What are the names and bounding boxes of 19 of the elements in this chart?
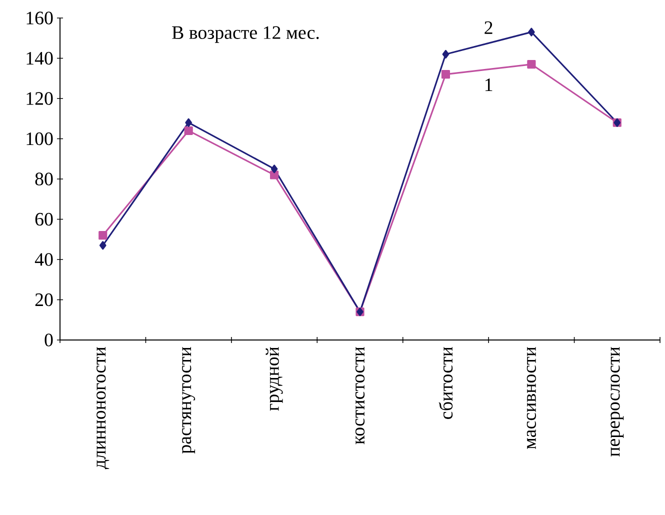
y-tick-label: 60 (35, 212, 53, 226)
chart-title: В возрасте 12 мес. (172, 26, 319, 43)
x-tick-label: массивности (526, 346, 536, 450)
y-tick-label: 0 (44, 334, 53, 346)
x-tick-label: грудной (266, 346, 283, 411)
y-tick-label: 80 (35, 172, 53, 186)
y-tick-label: 100 (26, 132, 53, 146)
x-tick-label: растянутости (182, 346, 196, 454)
x-tick-label: сбитости (438, 346, 453, 419)
y-tick-label: 40 (34, 253, 53, 266)
y-tick-label: 20 (35, 293, 53, 306)
x-tick-label: длинноногости (96, 346, 110, 470)
y-tick-label: 160 (26, 12, 53, 24)
y-tick-label: 120 (26, 92, 53, 105)
y-tick-label: 140 (26, 52, 53, 65)
x-tick-label: перерослости (610, 346, 624, 457)
x-tick-label: костистости (355, 346, 365, 444)
series-label: 2 (484, 21, 492, 34)
series-label: 1 (486, 78, 492, 92)
